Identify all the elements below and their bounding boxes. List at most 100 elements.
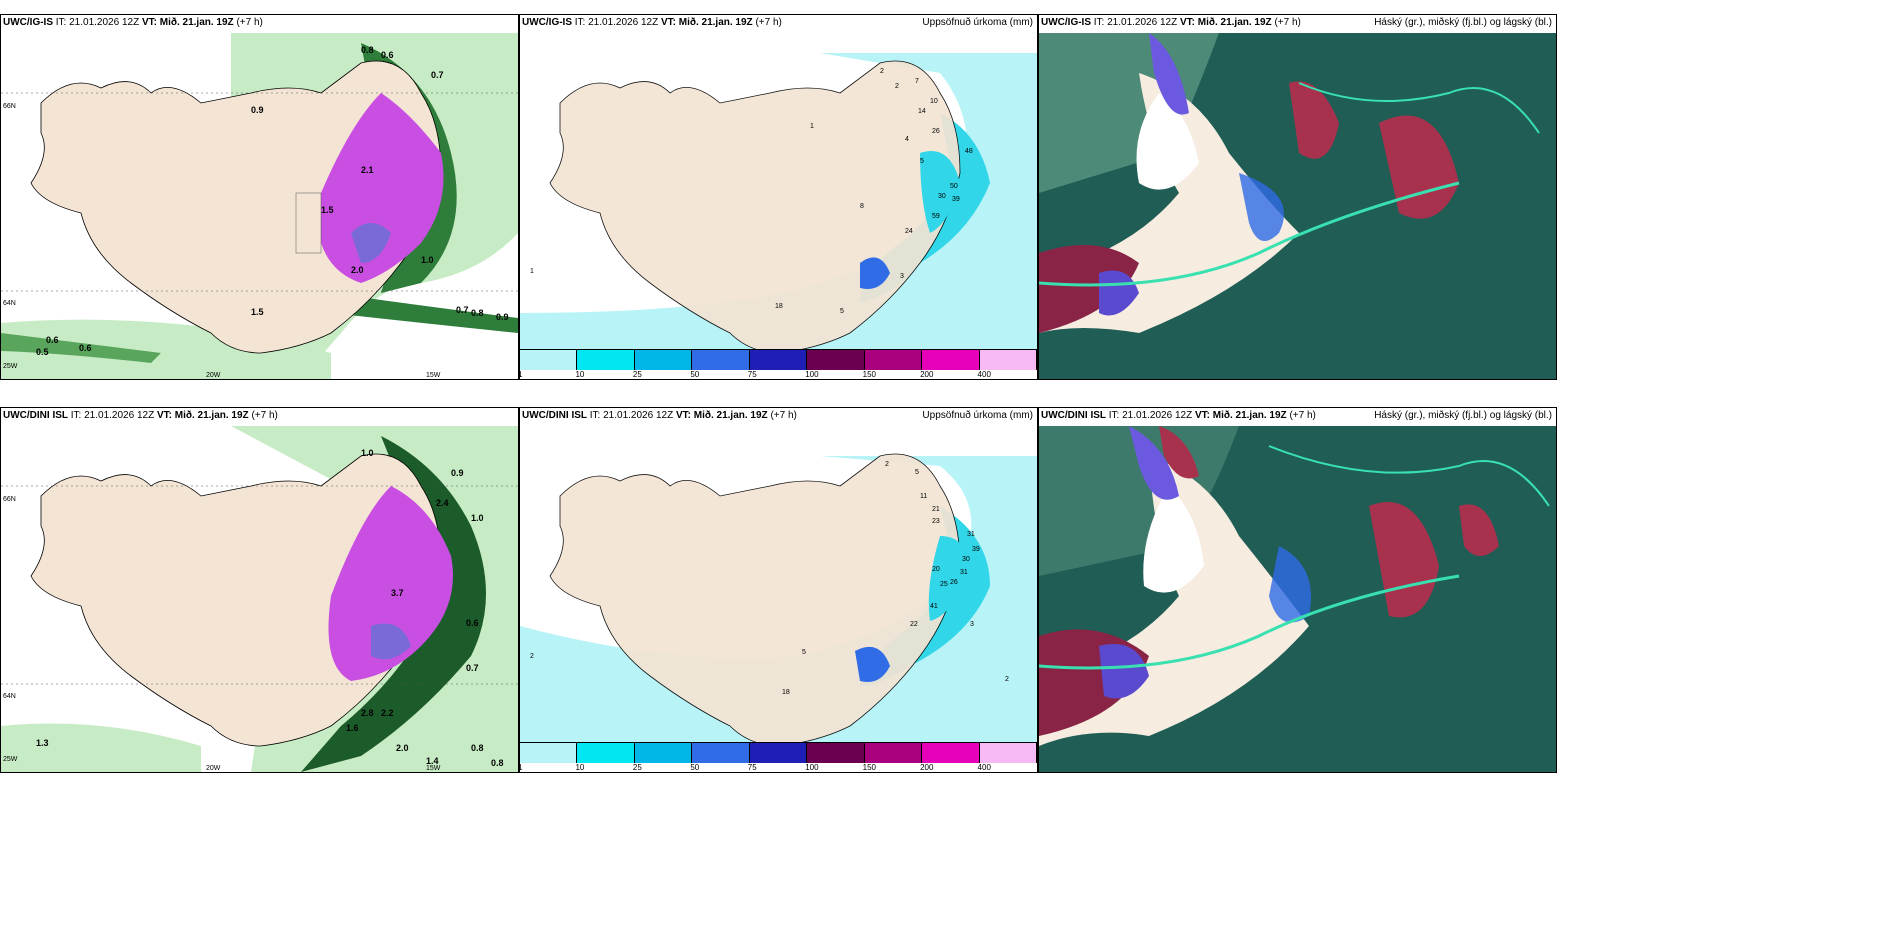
precip-value: 1 (810, 123, 814, 130)
legend-tick-label: 150 (862, 763, 877, 772)
lat-label-66: 66N (3, 496, 16, 503)
legend-swatch (577, 350, 635, 370)
panel-title: UWC/IG-IS IT: 21.01.2026 12Z VT: Mið. 21… (3, 17, 263, 28)
wind-label: 2.8 (361, 708, 374, 718)
legend-swatch (749, 743, 808, 763)
legend-tick-label: 75 (747, 763, 757, 772)
precip-value: 10 (930, 98, 938, 105)
precip-value: 41 (930, 603, 938, 610)
wind-label: 0.7 (431, 70, 444, 80)
wind-label: 0.9 (251, 105, 264, 115)
precip-value: 50 (950, 183, 958, 190)
lon-label-20w: 20W (206, 765, 221, 772)
precip-value: 25 (940, 581, 948, 588)
precip-legend: 1 10 25 50 75 100 150 200 400 (520, 742, 1037, 772)
wind-label: 1.5 (251, 307, 264, 317)
wind-label: 1.0 (421, 255, 434, 265)
precip-value: 48 (965, 148, 973, 155)
wind-label: 1.4 (426, 756, 439, 766)
precip-value: 5 (920, 158, 924, 165)
wind-label: 1.5 (321, 205, 334, 215)
wind-precip-panel-bottom: UWC/DINI ISL IT: 21.01.2026 12Z VT: Mið.… (0, 407, 519, 773)
wind-label: 0.7 (466, 663, 479, 673)
wind-label: 2.1 (361, 165, 374, 175)
wind-label: 1.3 (36, 738, 49, 748)
legend-tick-label: 100 (805, 370, 819, 379)
precip-value: 22 (910, 621, 918, 628)
cloud-panel-subtitle: Háský (gr.), miðský (fj.bl.) og lágský (… (1374, 410, 1552, 421)
precip-value: 5 (840, 308, 844, 315)
wind-label: 0.6 (46, 335, 59, 345)
wind-label: 2.0 (351, 265, 364, 275)
wind-label: 0.8 (361, 45, 374, 55)
legend-tick-label: 400 (977, 763, 991, 772)
precip-value: 3 (970, 621, 974, 628)
wind-label: 0.8 (491, 758, 504, 768)
legend-swatch (979, 743, 1037, 763)
legend-swatch (577, 743, 635, 763)
legend-tick-label: 150 (862, 370, 877, 379)
cloud-panel-top: UWC/IG-IS IT: 21.01.2026 12Z VT: Mið. 21… (1038, 14, 1557, 380)
precip-value: 30 (938, 193, 946, 200)
precip-panel-top: UWC/IG-IS IT: 21.01.2026 12Z VT: Mið. 21… (519, 14, 1038, 380)
lat-label-66: 66N (3, 103, 16, 110)
precip-value: 18 (782, 689, 790, 696)
legend-tick-label: 50 (690, 370, 700, 379)
precip-panel-bottom: UWC/DINI ISL IT: 21.01.2026 12Z VT: Mið.… (519, 407, 1038, 773)
precip-value: 26 (950, 579, 958, 586)
legend-swatch (807, 743, 865, 763)
precip-value: 31 (960, 569, 968, 576)
precip-value: 31 (967, 531, 975, 538)
precip-value: 2 (880, 68, 884, 75)
cloud-map (1039, 426, 1556, 772)
lat-label-25w: 25W (3, 756, 18, 763)
wind-label: 2.2 (381, 708, 394, 718)
precip-value: 39 (952, 196, 960, 203)
precip-value: 59 (932, 213, 940, 220)
panel-title: UWC/DINI ISL IT: 21.01.2026 12Z VT: Mið.… (522, 410, 797, 421)
legend-tick-label: 25 (632, 763, 642, 772)
wind-label: 2.4 (436, 498, 449, 508)
legend-tick-label: 50 (690, 763, 700, 772)
lon-label-15w: 15W (426, 765, 441, 772)
precip-value: 5 (802, 649, 806, 656)
precip-value: 21 (932, 506, 940, 513)
wind-precip-map: 66N 64N 25W 20W 15W 0.8 0.6 0.7 0.9 1.5 … (1, 33, 518, 379)
panel-title: UWC/DINI ISL IT: 21.01.2026 12Z VT: Mið.… (3, 410, 278, 421)
precip-value: 18 (775, 303, 783, 310)
panel-title: UWC/DINI ISL IT: 21.01.2026 12Z VT: Mið.… (1041, 410, 1316, 421)
wind-precip-panel-top: UWC/IG-IS IT: 21.01.2026 12Z VT: Mið. 21… (0, 14, 519, 380)
precip-value: 39 (972, 546, 980, 553)
legend-tick-label: 400 (977, 370, 991, 379)
wind-label: 1.6 (346, 723, 359, 733)
wind-label: 0.6 (381, 50, 394, 60)
precip-value: 2 (885, 461, 889, 468)
legend-tick-label: 100 (805, 763, 819, 772)
precip-value: 5 (915, 469, 919, 476)
legend-tick-label: 200 (920, 763, 934, 772)
legend-swatch (979, 350, 1037, 370)
precip-legend: 1 10 25 50 75 100 150 200 400 (520, 349, 1037, 379)
precip-value: 3 (900, 273, 904, 280)
precip-value: 2 (530, 653, 534, 660)
panel-title: UWC/IG-IS IT: 21.01.2026 12Z VT: Mið. 21… (1041, 17, 1301, 28)
legend-tick-label: 10 (575, 763, 585, 772)
lon-label-15w: 15W (426, 372, 441, 379)
legend-tick-label: 25 (632, 370, 642, 379)
precip-value: 2 (895, 83, 899, 90)
precip-panel-subtitle: Uppsöfnuð úrkoma (mm) (922, 410, 1033, 421)
precip-value: 4 (905, 136, 909, 143)
wind-label: 0.8 (471, 308, 484, 318)
legend-swatch (520, 743, 578, 763)
cloud-map (1039, 33, 1556, 379)
wind-label: 0.9 (451, 468, 464, 478)
legend-swatch (634, 350, 693, 370)
wind-label: 0.8 (471, 743, 484, 753)
lat-label-64: 64N (3, 300, 16, 307)
wind-label: 0.9 (496, 312, 509, 322)
wind-label: 0.7 (456, 305, 469, 315)
legend-tick-label: 1 (520, 763, 522, 772)
precip-map: 2 7 2 10 14 26 4 48 5 50 30 39 59 1 8 24… (520, 33, 1037, 351)
legend-swatch (864, 743, 923, 763)
precip-value: 26 (932, 128, 940, 135)
